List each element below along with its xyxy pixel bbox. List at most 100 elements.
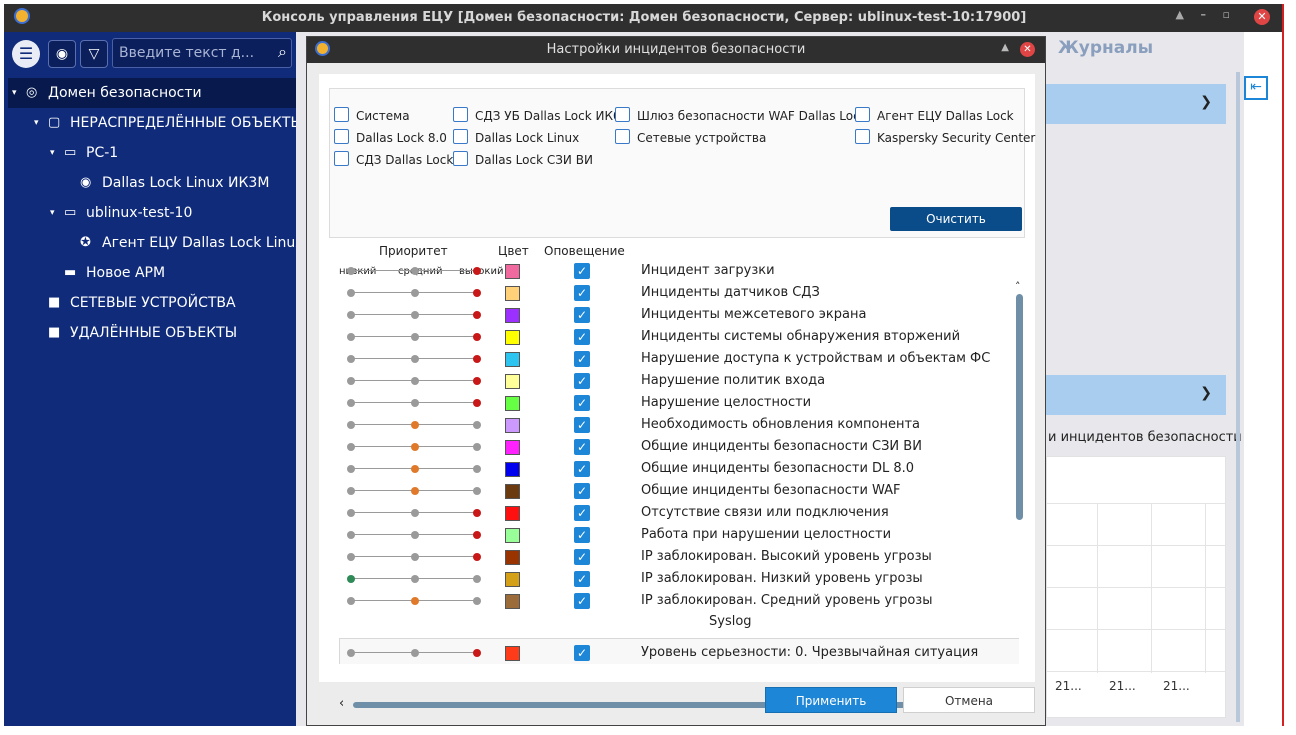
tree-node[interactable]: ▾ ▭ ublinux-test-10 — [8, 198, 296, 228]
notify-checkbox[interactable]: ✓ — [574, 329, 590, 345]
accordion-header-2[interactable]: ❯ — [1046, 375, 1226, 415]
priority-low-dot[interactable] — [347, 575, 355, 583]
tree-node[interactable]: ▾ ▢ НЕРАСПРЕДЕЛЁННЫЕ ОБЪЕКТЫ — [8, 108, 303, 138]
notify-checkbox[interactable]: ✓ — [574, 549, 590, 565]
priority-low-dot[interactable] — [347, 531, 355, 539]
priority-low-dot[interactable] — [347, 487, 355, 495]
expand-arrow-icon[interactable]: ▾ — [50, 148, 55, 158]
close-dialog-icon[interactable]: ✕ — [1020, 42, 1035, 57]
notify-checkbox[interactable]: ✓ — [574, 373, 590, 389]
priority-high-dot[interactable] — [473, 531, 481, 539]
priority-low-dot[interactable] — [347, 553, 355, 561]
checkbox-box[interactable] — [453, 107, 468, 122]
panel-scrollbar[interactable] — [1236, 72, 1240, 722]
notify-checkbox[interactable]: ✓ — [574, 483, 590, 499]
filter-button[interactable]: ▽ — [80, 40, 108, 68]
priority-mid-dot[interactable] — [411, 311, 419, 319]
notify-checkbox[interactable]: ✓ — [574, 439, 590, 455]
color-swatch[interactable] — [505, 462, 520, 477]
priority-low-dot[interactable] — [347, 399, 355, 407]
color-swatch[interactable] — [505, 352, 520, 367]
priority-low-dot[interactable] — [347, 465, 355, 473]
color-swatch[interactable] — [505, 330, 520, 345]
priority-high-dot[interactable] — [473, 333, 481, 341]
tree-node[interactable]: ▾ ◎ Домен безопасности — [8, 78, 296, 108]
notify-checkbox[interactable]: ✓ — [574, 263, 590, 279]
priority-low-dot[interactable] — [347, 333, 355, 341]
vertical-scroll-thumb[interactable] — [1016, 294, 1023, 520]
priority-low-dot[interactable] — [347, 355, 355, 363]
priority-low-dot[interactable] — [347, 377, 355, 385]
color-swatch[interactable] — [505, 418, 520, 433]
priority-high-dot[interactable] — [473, 509, 481, 517]
color-swatch[interactable] — [505, 594, 520, 609]
checkbox-box[interactable] — [615, 129, 630, 144]
priority-high-dot[interactable] — [473, 289, 481, 297]
priority-low-dot[interactable] — [347, 597, 355, 605]
priority-high-dot[interactable] — [473, 443, 481, 451]
color-swatch[interactable] — [505, 572, 520, 587]
checkbox-box[interactable] — [855, 129, 870, 144]
notify-checkbox[interactable]: ✓ — [574, 527, 590, 543]
priority-low-dot[interactable] — [347, 421, 355, 429]
search-icon[interactable]: ⌕ — [278, 42, 287, 61]
color-swatch[interactable] — [505, 528, 520, 543]
priority-high-dot[interactable] — [473, 311, 481, 319]
priority-high-dot[interactable] — [473, 575, 481, 583]
cancel-button[interactable]: Отмена — [903, 687, 1035, 713]
collapse-panel-button[interactable]: ⇤ — [1244, 76, 1268, 100]
priority-mid-dot[interactable] — [411, 399, 419, 407]
visibility-button[interactable]: ◉ — [48, 40, 76, 68]
priority-high-dot[interactable] — [473, 421, 481, 429]
color-swatch[interactable] — [505, 550, 520, 565]
priority-mid-dot[interactable] — [411, 575, 419, 583]
search-input[interactable] — [119, 43, 261, 63]
menu-button[interactable]: ☰ — [12, 40, 40, 68]
priority-mid-dot[interactable] — [411, 289, 419, 297]
notify-checkbox[interactable]: ✓ — [574, 307, 590, 323]
checkbox-box[interactable] — [615, 107, 630, 122]
notify-checkbox[interactable]: ✓ — [574, 351, 590, 367]
color-swatch[interactable] — [505, 484, 520, 499]
priority-mid-dot[interactable] — [411, 531, 419, 539]
priority-high-dot[interactable] — [473, 465, 481, 473]
scroll-left-icon[interactable]: ‹ — [339, 696, 345, 711]
checkbox-box[interactable] — [453, 151, 468, 166]
close-window-icon[interactable]: ✕ — [1254, 9, 1270, 25]
priority-mid-dot[interactable] — [411, 443, 419, 451]
priority-high-dot[interactable] — [473, 267, 481, 275]
priority-mid-dot[interactable] — [411, 509, 419, 517]
priority-mid-dot[interactable] — [411, 465, 419, 473]
priority-mid-dot[interactable] — [411, 597, 419, 605]
notify-checkbox[interactable]: ✓ — [574, 593, 590, 609]
notify-checkbox[interactable]: ✓ — [574, 505, 590, 521]
clear-button[interactable]: Очистить — [890, 207, 1022, 231]
apply-button[interactable]: Применить — [765, 687, 897, 713]
priority-high-dot[interactable] — [473, 649, 481, 657]
priority-low-dot[interactable] — [347, 289, 355, 297]
horizontal-scroll-thumb[interactable] — [353, 702, 945, 708]
expand-arrow-icon[interactable]: ▾ — [34, 118, 39, 128]
color-swatch[interactable] — [505, 440, 520, 455]
checkbox-box[interactable] — [855, 107, 870, 122]
color-swatch[interactable] — [505, 646, 520, 661]
checkbox-box[interactable] — [334, 151, 349, 166]
priority-mid-dot[interactable] — [411, 333, 419, 341]
scroll-up-icon[interactable]: ˄ — [1015, 280, 1021, 293]
priority-mid-dot[interactable] — [411, 421, 419, 429]
notify-checkbox[interactable]: ✓ — [574, 461, 590, 477]
color-swatch[interactable] — [505, 308, 520, 323]
expand-arrow-icon[interactable]: ▾ — [50, 208, 55, 218]
priority-high-dot[interactable] — [473, 597, 481, 605]
shade-dialog-icon[interactable]: ▲ — [1001, 42, 1009, 53]
shade-window-icon[interactable]: ▲ — [1175, 8, 1184, 21]
priority-high-dot[interactable] — [473, 553, 481, 561]
vertical-scrollbar[interactable]: ˄ ˅ — [1015, 280, 1025, 714]
expand-arrow-icon[interactable]: ▾ — [12, 88, 17, 98]
notify-checkbox[interactable]: ✓ — [574, 571, 590, 587]
priority-mid-dot[interactable] — [411, 553, 419, 561]
color-swatch[interactable] — [505, 286, 520, 301]
accordion-header-1[interactable]: ❯ — [1046, 84, 1226, 124]
priority-low-dot[interactable] — [347, 443, 355, 451]
priority-low-dot[interactable] — [347, 311, 355, 319]
